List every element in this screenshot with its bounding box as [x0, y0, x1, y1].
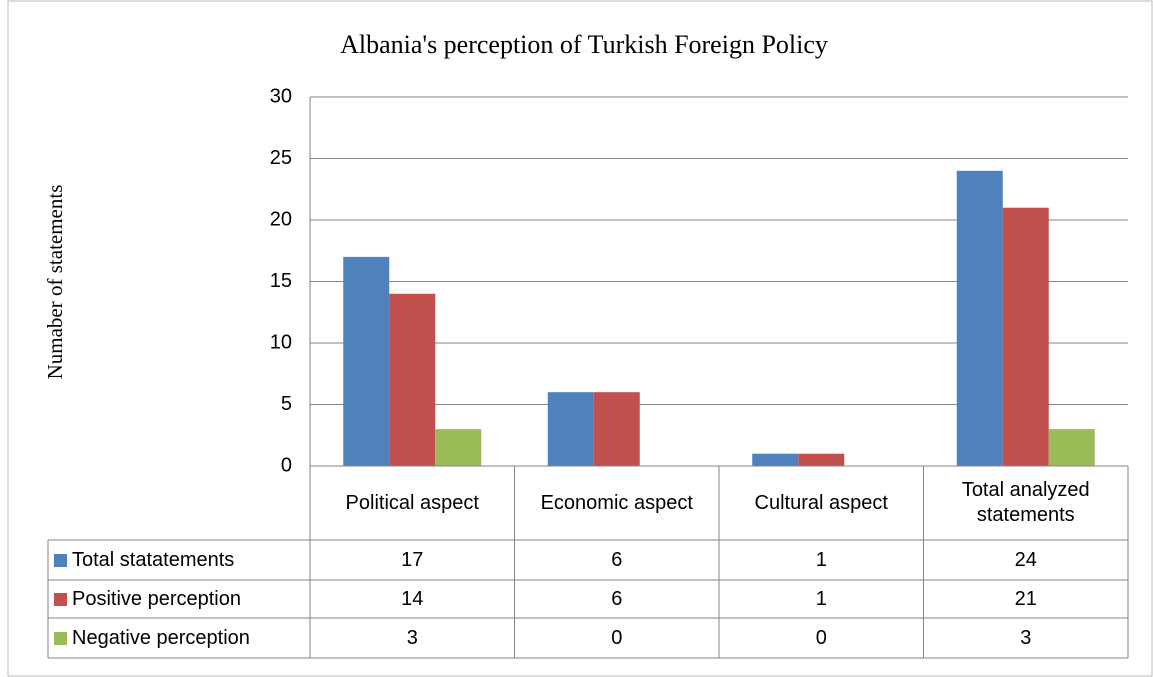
y-tick-label: 30 [270, 85, 292, 107]
y-tick-label: 20 [270, 208, 292, 230]
legend-label: Negative perception [72, 626, 250, 649]
bar [752, 453, 799, 466]
table-value: 17 [401, 548, 424, 571]
y-tick-label: 5 [281, 393, 292, 415]
bar [1048, 429, 1095, 466]
bar [798, 453, 845, 466]
table-value: 6 [611, 548, 623, 571]
legend-entry: Negative perception [48, 618, 310, 658]
bar [547, 392, 594, 466]
category-label: Political aspect [345, 491, 479, 514]
chart-title: Albania's perception of Turkish Foreign … [340, 30, 828, 59]
table-value: 21 [1014, 587, 1037, 610]
legend-label: Total statatements [72, 548, 235, 571]
y-axis-label: Numaber of statements [43, 185, 67, 380]
bar [435, 429, 482, 466]
table-value: 14 [401, 587, 424, 610]
category-label: Total analyzed statements [961, 479, 1090, 526]
bar [593, 392, 640, 466]
table-value: 3 [1020, 626, 1032, 649]
legend-entry: Total statatements [48, 540, 310, 580]
category-label: Economic aspect [540, 491, 693, 514]
table-value: 0 [611, 626, 623, 649]
legend-key [54, 592, 67, 606]
bar [1002, 207, 1049, 466]
y-tick-label: 0 [281, 454, 292, 476]
table-value: 0 [815, 626, 827, 649]
table-value: 6 [611, 587, 623, 610]
y-tick-label: 25 [270, 147, 292, 169]
bar [389, 293, 436, 466]
table-value: 1 [815, 587, 827, 610]
bar [343, 256, 390, 466]
table-value: 24 [1014, 548, 1037, 571]
legend-key [54, 631, 67, 645]
table-value: 1 [815, 548, 827, 571]
legend-entry: Positive perception [48, 580, 310, 618]
y-tick-label: 15 [270, 270, 292, 292]
table-value: 3 [406, 626, 418, 649]
category-label: Cultural aspect [754, 491, 888, 514]
chart-frame [7, 0, 1153, 677]
y-tick-label: 10 [270, 331, 292, 353]
legend-label: Positive perception [72, 587, 241, 610]
legend-key [54, 553, 67, 567]
bar [956, 170, 1003, 467]
